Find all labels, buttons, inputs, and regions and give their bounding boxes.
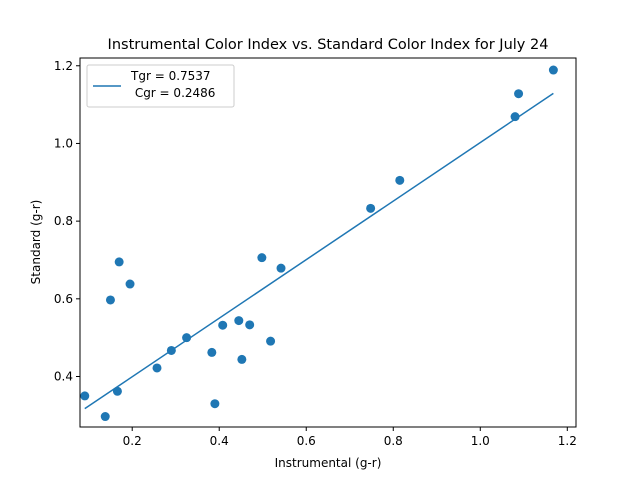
y-tick-label: 0.4 xyxy=(54,370,73,384)
data-point xyxy=(234,316,244,326)
x-tick-label: 0.4 xyxy=(210,434,229,448)
data-point xyxy=(276,263,286,273)
data-point xyxy=(366,203,376,213)
x-tick-label: 0.6 xyxy=(297,434,316,448)
data-point xyxy=(182,333,192,343)
data-point xyxy=(112,386,122,396)
data-point xyxy=(237,354,247,364)
chart-title: Instrumental Color Index vs. Standard Co… xyxy=(108,37,549,53)
data-point xyxy=(514,89,524,99)
data-point xyxy=(210,399,220,409)
x-axis-label: Instrumental (g-r) xyxy=(275,456,382,470)
data-point xyxy=(114,257,124,267)
x-tick-label: 1.0 xyxy=(471,434,490,448)
y-tick-label: 0.8 xyxy=(54,214,73,228)
data-point xyxy=(218,320,228,330)
data-point xyxy=(207,347,217,357)
y-tick-label: 0.6 xyxy=(54,292,73,306)
legend-label-line2: Cgr = 0.2486 xyxy=(131,86,215,100)
data-point xyxy=(100,412,110,422)
data-point xyxy=(105,295,115,305)
plot-marks xyxy=(80,65,558,422)
y-tick-label: 1.0 xyxy=(54,136,73,150)
data-point xyxy=(257,253,267,263)
x-axis: 0.2 0.4 0.6 0.8 1.0 1.2 xyxy=(123,427,577,448)
y-axis: 0.4 0.6 0.8 1.0 1.2 xyxy=(54,59,80,384)
x-tick-label: 0.2 xyxy=(123,434,142,448)
data-point xyxy=(80,391,90,401)
y-axis-label: Standard (g-r) xyxy=(29,200,43,285)
data-point xyxy=(166,345,176,355)
data-point xyxy=(548,65,558,75)
y-tick-label: 1.2 xyxy=(54,59,73,73)
x-tick-label: 1.2 xyxy=(558,434,577,448)
data-point xyxy=(245,320,255,330)
data-point xyxy=(266,336,276,346)
data-point xyxy=(395,175,405,185)
legend-label-line1: Tgr = 0.7537 xyxy=(130,69,211,83)
x-tick-label: 0.8 xyxy=(384,434,403,448)
plot-frame xyxy=(79,57,577,428)
data-point xyxy=(510,112,520,122)
data-point xyxy=(152,363,162,373)
legend: Tgr = 0.7537 Cgr = 0.2486 xyxy=(86,64,235,108)
legend-box xyxy=(86,64,235,108)
fit-line xyxy=(84,92,554,410)
data-point xyxy=(125,279,135,289)
